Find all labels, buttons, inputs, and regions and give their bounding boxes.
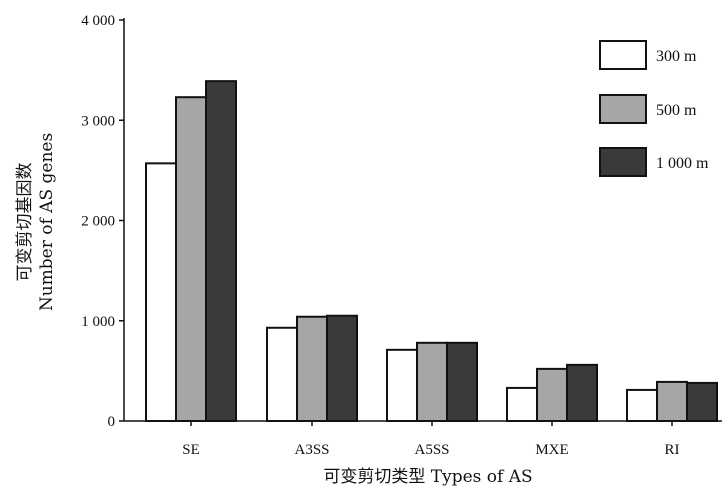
y-axis-title-cn: 可变剪切基因数 (15, 163, 35, 282)
bar-a5ss-300m (386, 348, 418, 423)
bars (145, 80, 718, 423)
bar-a5ss-1000m (446, 341, 478, 422)
legend-label: 300 m (656, 48, 697, 65)
bar-ri-1000m (686, 381, 718, 422)
x-tick-label: RI (665, 442, 680, 458)
y-tick-label: 1 000 (81, 314, 115, 330)
bar-a3ss-500m (296, 315, 328, 422)
y-axis-title-en: Number of AS genes (37, 133, 57, 311)
bar-a3ss-1000m (326, 314, 358, 422)
bar-ri-300m (626, 388, 658, 422)
x-tick-label: A3SS (294, 442, 329, 458)
legend: 300 m 500 m 1 000 m (599, 40, 709, 177)
y-tick-label: 0 (108, 414, 116, 430)
bar-mxe-300m (506, 386, 538, 423)
legend-swatch (599, 147, 647, 177)
bar-se-500m (175, 96, 207, 422)
x-tick-label: A5SS (414, 442, 449, 458)
x-tick-label: MXE (535, 442, 568, 458)
legend-label: 500 m (656, 102, 697, 119)
y-axis: 0 1 000 2 000 3 000 4 000 (81, 13, 125, 430)
bar-se-300m (145, 162, 177, 422)
bar-a3ss-300m (266, 326, 298, 422)
x-axis-title: 可变剪切类型 Types of AS (323, 467, 532, 487)
y-tick-label: 2 000 (81, 214, 115, 230)
legend-label: 1 000 m (656, 155, 709, 172)
bar-a5ss-500m (416, 341, 448, 422)
x-axis: SE A3SS A5SS MXE RI (124, 420, 722, 458)
y-tick-label: 4 000 (81, 13, 115, 29)
legend-swatch (599, 94, 647, 124)
x-tick-label: SE (182, 442, 200, 458)
legend-swatch (599, 40, 647, 70)
bar-se-1000m (205, 80, 237, 422)
bar-mxe-1000m (566, 363, 598, 422)
y-tick-label: 3 000 (81, 113, 115, 129)
bar-ri-500m (656, 380, 688, 422)
bar-mxe-500m (536, 367, 568, 422)
